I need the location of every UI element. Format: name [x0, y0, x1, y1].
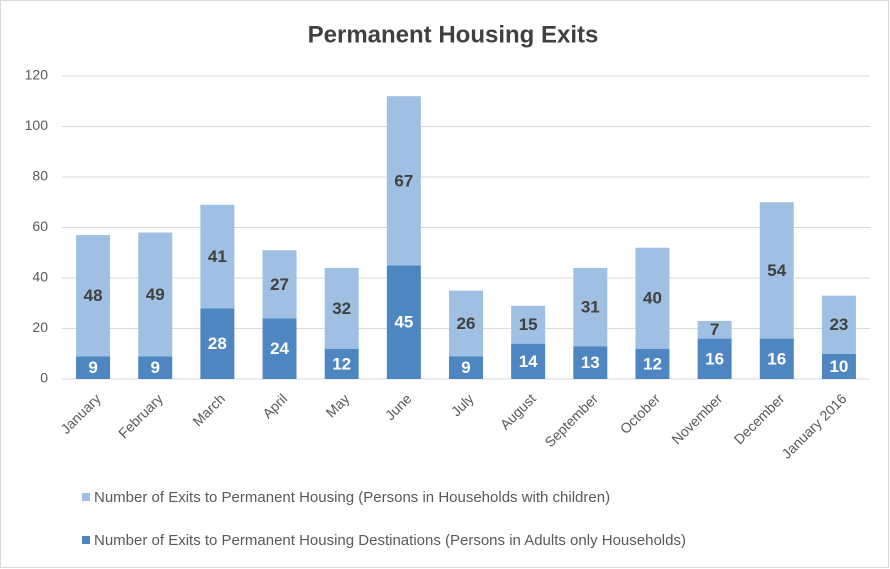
bar-segment	[573, 267, 608, 347]
bar-segment	[386, 96, 421, 266]
data-label: 16	[705, 349, 724, 368]
bar-segment	[200, 308, 235, 379]
data-label: 10	[829, 357, 848, 376]
data-label: 54	[767, 261, 786, 280]
legend-swatch	[82, 493, 90, 501]
bar-segment	[324, 348, 359, 379]
data-label: 7	[710, 320, 719, 339]
bar-segment	[76, 235, 111, 357]
bar-segment	[759, 338, 794, 379]
bar-segment	[511, 305, 546, 344]
data-label: 40	[643, 289, 662, 308]
legend-label: Number of Exits to Permanent Housing Des…	[94, 532, 686, 549]
bar-segment	[511, 343, 546, 379]
data-label: 15	[519, 315, 538, 334]
y-tick-label: 60	[32, 218, 48, 234]
data-label: 24	[270, 339, 289, 358]
bar-segment	[76, 356, 111, 379]
data-label: 49	[146, 285, 165, 304]
bar-segment	[386, 265, 421, 379]
data-label: 45	[394, 313, 413, 332]
chart-title: Permanent Housing Exits	[308, 21, 599, 48]
data-label: 12	[332, 354, 351, 373]
y-tick-label: 120	[25, 67, 49, 83]
bar-segment	[324, 267, 359, 349]
data-label: 12	[643, 354, 662, 373]
bar-segment	[573, 346, 608, 379]
bar-segment	[262, 318, 297, 379]
bar-segment	[200, 204, 235, 309]
data-label: 27	[270, 275, 289, 294]
bar-segment	[697, 320, 732, 339]
data-label: 28	[208, 334, 227, 353]
bar-segment	[821, 353, 856, 379]
data-label: 67	[394, 171, 413, 190]
data-label: 13	[581, 353, 600, 372]
data-label: 26	[457, 314, 476, 333]
data-label: 32	[332, 299, 351, 318]
bar-segment	[138, 356, 173, 379]
data-label: 41	[208, 247, 227, 266]
bar-segment	[821, 295, 856, 354]
bar-segment	[697, 338, 732, 379]
data-label: 14	[519, 352, 538, 371]
bar-segment	[759, 202, 794, 339]
y-tick-label: 40	[32, 269, 48, 285]
y-tick-label: 20	[32, 319, 48, 335]
legend-swatch	[82, 536, 90, 544]
data-label: 23	[829, 315, 848, 334]
y-tick-label: 100	[25, 117, 49, 133]
y-tick-label: 80	[32, 168, 48, 184]
bar-segment	[138, 232, 173, 357]
data-label: 48	[84, 286, 103, 305]
data-label: 9	[150, 358, 159, 377]
bar-segment	[449, 356, 483, 379]
data-label: 31	[581, 298, 600, 317]
data-label: 9	[461, 358, 470, 377]
bar-segment	[635, 247, 670, 349]
bar-segment	[635, 348, 670, 379]
legend-label: Number of Exits to Permanent Housing (Pe…	[94, 489, 610, 506]
data-label: 16	[767, 349, 786, 368]
data-label: 9	[88, 358, 97, 377]
bar-segment	[262, 250, 297, 319]
y-tick-label: 0	[40, 370, 48, 386]
bar-segment	[449, 290, 483, 357]
